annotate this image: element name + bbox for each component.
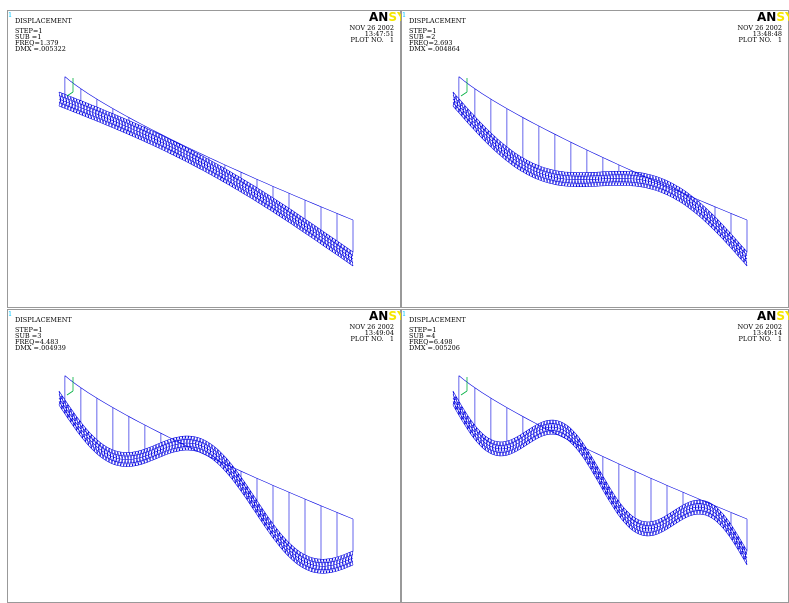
time-label: 13:49:14 [753, 329, 782, 337]
panel-frame [401, 10, 789, 308]
sub-label: SUB =2 [409, 33, 435, 41]
time-label: 13:48:48 [753, 30, 782, 38]
panel-frame [401, 309, 789, 603]
result-title: DISPLACEMENT [15, 17, 72, 25]
logo-main: AN [369, 309, 388, 323]
deck-mesh [58, 390, 354, 574]
window-number: 1 [402, 11, 406, 19]
cable [64, 375, 354, 560]
logo-main: AN [369, 10, 388, 24]
logo-accent: SYS [776, 309, 789, 323]
sub-label: SUB =3 [15, 332, 41, 340]
date-label: NOV 26 2002 [737, 323, 782, 331]
panel-frame [7, 10, 401, 308]
freq-label: FREQ=6.498 [409, 338, 453, 346]
cable [458, 375, 748, 551]
dmx-label: DMX =.004939 [15, 344, 66, 352]
logo: ANSYS [757, 10, 789, 24]
sub-label: SUB =1 [15, 33, 41, 41]
deck-mesh [452, 390, 748, 566]
axis-triad [66, 78, 74, 97]
sub-label: SUB =4 [409, 332, 435, 340]
logo-main: AN [757, 10, 776, 24]
logo-accent: SYS [776, 10, 789, 24]
logo-main: AN [757, 309, 776, 323]
dmx-label: DMX =.005206 [409, 344, 460, 352]
step-label: STEP=1 [15, 27, 43, 35]
panel-frame [7, 309, 401, 603]
dmx-label: DMX =.004864 [409, 45, 460, 53]
date-label: NOV 26 2002 [349, 24, 394, 32]
time-label: 13:47:51 [365, 30, 394, 38]
freq-label: FREQ=4.483 [15, 338, 59, 346]
step-label: STEP=1 [409, 27, 437, 35]
plot-number: PLOT NO. 1 [739, 335, 782, 343]
plot-number: PLOT NO. 1 [351, 36, 394, 44]
freq-label: FREQ=2.693 [409, 39, 453, 47]
axis-triad [460, 377, 468, 396]
plot-number: PLOT NO. 1 [351, 335, 394, 343]
window-number: 1 [8, 11, 12, 19]
time-label: 13:49:04 [365, 329, 394, 337]
cable [458, 76, 748, 252]
window-number: 1 [402, 310, 406, 318]
window-number: 1 [8, 310, 12, 318]
logo: ANSYS [757, 309, 789, 323]
date-label: NOV 26 2002 [737, 24, 782, 32]
result-title: DISPLACEMENT [409, 316, 466, 324]
deck-mesh [452, 91, 748, 267]
deck-mesh [58, 91, 354, 267]
step-label: STEP=1 [15, 326, 43, 334]
freq-label: FREQ=1.379 [15, 39, 59, 47]
axis-triad [460, 78, 468, 97]
plot-number: PLOT NO. 1 [739, 36, 782, 44]
date-label: NOV 26 2002 [349, 323, 394, 331]
axis-triad [66, 377, 74, 396]
dmx-label: DMX =.005322 [15, 45, 66, 53]
step-label: STEP=1 [409, 326, 437, 334]
cable [64, 76, 354, 252]
result-title: DISPLACEMENT [409, 17, 466, 25]
result-title: DISPLACEMENT [15, 316, 72, 324]
